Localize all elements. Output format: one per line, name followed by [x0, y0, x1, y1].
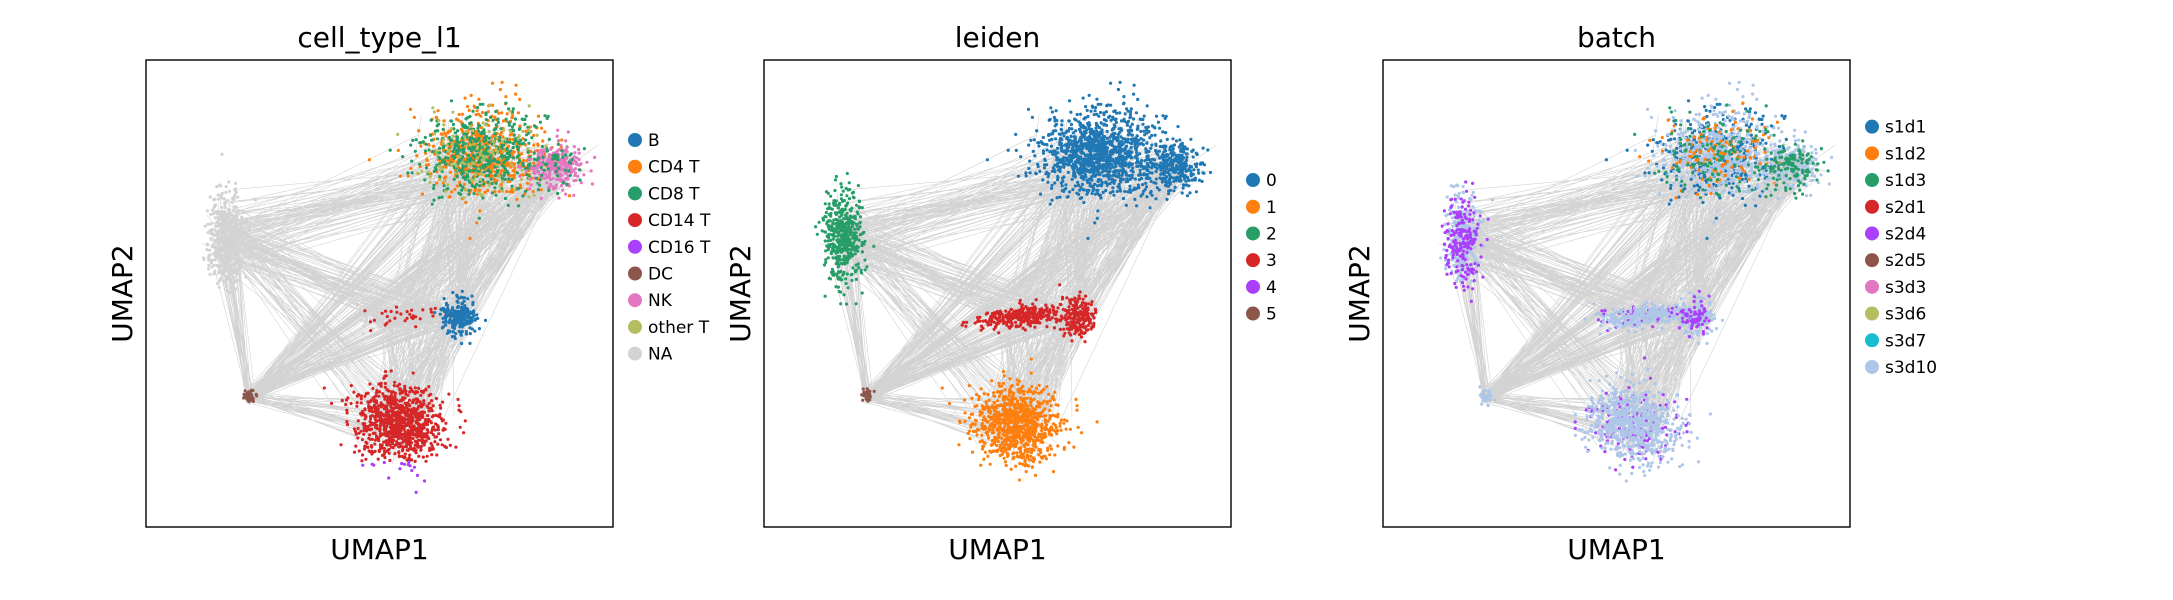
panel-title: cell_type_l1 [297, 21, 461, 54]
legend-label: DC [648, 265, 673, 285]
legend-marker [1246, 226, 1260, 241]
legend-label: 1 [1266, 198, 1277, 218]
scatter-points [202, 80, 597, 494]
legend-marker [1246, 253, 1260, 268]
x-axis-label: UMAP1 [330, 533, 429, 566]
legend-marker [628, 293, 642, 308]
scatter-points [1439, 80, 1834, 483]
legend-label: NA [648, 345, 673, 365]
legend-marker [1865, 173, 1879, 188]
panel-title: batch [1577, 21, 1656, 54]
cluster-points [960, 298, 1079, 335]
cluster-points [202, 152, 258, 303]
cluster-points [1052, 283, 1098, 344]
cluster-points [242, 388, 259, 404]
plot-frame [145, 59, 614, 528]
cluster-points [860, 387, 876, 403]
legend-label: s1d1 [1885, 118, 1926, 138]
legend-marker [1865, 279, 1879, 294]
x-axis-label: UMAP1 [1567, 533, 1666, 566]
legend-label: 3 [1266, 251, 1277, 271]
cluster-points [1633, 80, 1809, 225]
panel-0: cell_type_l1 UMAP1 UMAP2 B CD4 T CD8 T CD14 T C… [106, 21, 711, 566]
legend-marker [628, 186, 642, 201]
legend-marker [1865, 359, 1879, 374]
legend-marker [628, 133, 642, 147]
cluster-points [363, 305, 449, 333]
legend-label: s3d7 [1885, 331, 1926, 351]
x-axis-label: UMAP1 [948, 533, 1047, 566]
legend-label: 2 [1266, 224, 1277, 244]
legend-label: 0 [1266, 171, 1277, 191]
legend-label: 4 [1266, 278, 1277, 298]
legend-label: CD4 T [648, 158, 700, 178]
legend-marker [1865, 199, 1879, 214]
legend-label: CD16 T [648, 238, 711, 258]
panel-1: leiden UMAP1 UMAP2 0 1 2 3 4 5 [724, 21, 1277, 566]
cluster-points [1439, 183, 1495, 283]
y-axis-label: UMAP2 [106, 244, 139, 343]
legend: s1d1 s1d2 s1d3 s2d1 s2d4 s2d5 s3d3 s3d6 s3d7 s3d1… [1865, 118, 1937, 378]
plot-frame [763, 59, 1232, 528]
legend-label: s3d3 [1885, 278, 1926, 298]
panel-2: batchUMAP1UMAP2s1d1s1d2s1d3s2d1s2d4s2d5s… [1343, 21, 1937, 566]
cluster-points [985, 80, 1190, 240]
legend-marker [1865, 119, 1879, 134]
cluster-points [1638, 101, 1782, 200]
cluster-points [940, 357, 1099, 482]
legend-marker [628, 266, 642, 281]
cluster-points [1670, 289, 1711, 339]
legend-marker [1246, 173, 1260, 188]
legend-label: 5 [1266, 305, 1277, 325]
legend-marker [1865, 253, 1879, 268]
cluster-points [346, 300, 454, 336]
legend-label: B [648, 131, 660, 151]
cluster-points [1478, 385, 1496, 408]
legend-label: other T [648, 318, 710, 338]
legend-label: s3d10 [1885, 358, 1937, 378]
cluster-points [361, 460, 427, 494]
cluster-points [433, 289, 488, 346]
legend-marker [1865, 146, 1879, 161]
cluster-points [1583, 300, 1690, 336]
cluster-points [322, 369, 467, 464]
legend-label: s1d3 [1885, 171, 1926, 191]
legend-marker [628, 159, 642, 174]
legend-label: s2d4 [1885, 224, 1926, 244]
cluster-points [1604, 99, 1806, 240]
legend-marker [1246, 279, 1260, 294]
legend-marker [628, 346, 642, 361]
y-axis-label: UMAP2 [724, 244, 757, 343]
legend-marker [628, 213, 642, 228]
legend-label: NK [648, 291, 673, 311]
cluster-points [1752, 139, 1830, 200]
cluster-points [814, 171, 876, 306]
legend-label: s2d1 [1885, 198, 1926, 218]
legend-marker [1865, 306, 1879, 321]
legend-marker [1246, 199, 1260, 214]
cluster-points [1573, 367, 1712, 483]
scatter-points [814, 80, 1213, 482]
legend-label: s1d2 [1885, 144, 1926, 164]
legend-label: s3d6 [1885, 305, 1926, 325]
cluster-points [388, 99, 569, 220]
legend-label: CD14 T [648, 211, 711, 231]
y-axis-label: UMAP2 [1343, 244, 1376, 343]
panel-title: leiden [955, 21, 1041, 54]
legend-marker [1865, 226, 1879, 241]
legend: B CD4 T CD8 T CD14 T CD16 T DC NK other T NA [628, 131, 711, 365]
legend-label: CD8 T [648, 184, 700, 204]
legend-marker [1865, 333, 1879, 348]
cluster-points [1133, 125, 1213, 210]
legend-marker [628, 319, 642, 334]
legend-label: s2d5 [1885, 251, 1926, 271]
cluster-points [1440, 180, 1490, 304]
plot-frame [1382, 59, 1851, 528]
legend: 0 1 2 3 4 5 [1246, 171, 1277, 325]
legend-marker [1246, 306, 1260, 321]
legend-marker [628, 239, 642, 254]
